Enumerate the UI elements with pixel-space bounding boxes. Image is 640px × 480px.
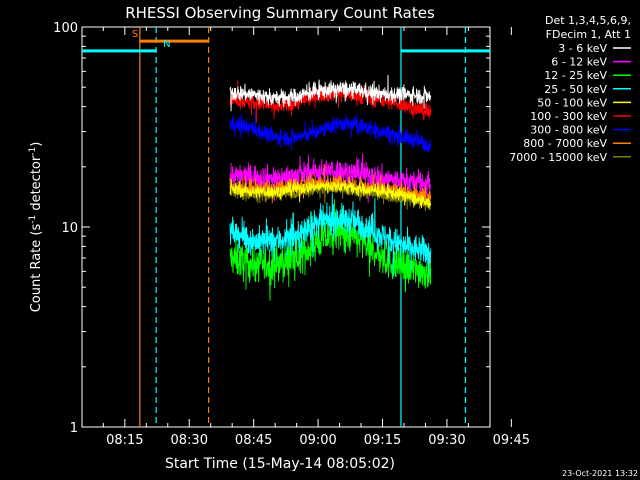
legend: Det 1,3,4,5,6,9,FDecim 1, Att 13 - 6 keV… [509,14,631,164]
legend-label: 6 - 12 keV [551,56,607,69]
legend-label: 25 - 50 keV [544,83,607,96]
footer-date: 23-Oct-2021 13:32 [562,469,638,478]
series-line [229,74,432,112]
plot-frame [81,26,491,428]
legend-header: Det 1,3,4,5,6,9, [545,14,631,27]
x-tick-label: 09:00 [299,433,336,448]
series-line [229,178,432,209]
series-line [229,192,432,277]
x-tick-label: 09:30 [428,433,465,448]
x-tick-label: 08:45 [235,433,272,448]
y-tick-label: 100 [53,21,78,36]
chart-title: RHESSI Observing Summary Count Rates [125,4,435,22]
series-line [229,109,432,153]
legend-header: FDecim 1, Att 1 [546,28,631,41]
series-line [229,153,432,204]
flag-label: S [132,29,138,40]
y-tick-label: 10 [61,221,78,236]
legend-label: 300 - 800 keV [530,124,607,137]
x-tick-label: 08:15 [106,433,143,448]
legend-label: 50 - 100 keV [537,96,607,109]
x-tick-label: 08:30 [171,433,208,448]
x-tick-label: 09:15 [364,433,401,448]
legend-label: 800 - 7000 keV [523,137,607,150]
legend-label: 7000 - 15000 keV [509,151,607,164]
y-tick-label: 1 [70,421,78,436]
x-axis-label: Start Time (15-May-14 08:05:02) [165,456,395,472]
legend-label: 3 - 6 keV [558,42,607,55]
flag-label: N [163,39,170,50]
legend-label: 12 - 25 keV [544,69,607,82]
y-axis-label: Count Rate (s-1 detector-1) [28,142,44,313]
legend-label: 100 - 300 keV [530,110,607,123]
x-tick-label: 09:45 [493,433,530,448]
plot-area: 1 10 100 08:15 08:30 08:45 09:00 09:15 09:30 09:4… [53,21,530,448]
